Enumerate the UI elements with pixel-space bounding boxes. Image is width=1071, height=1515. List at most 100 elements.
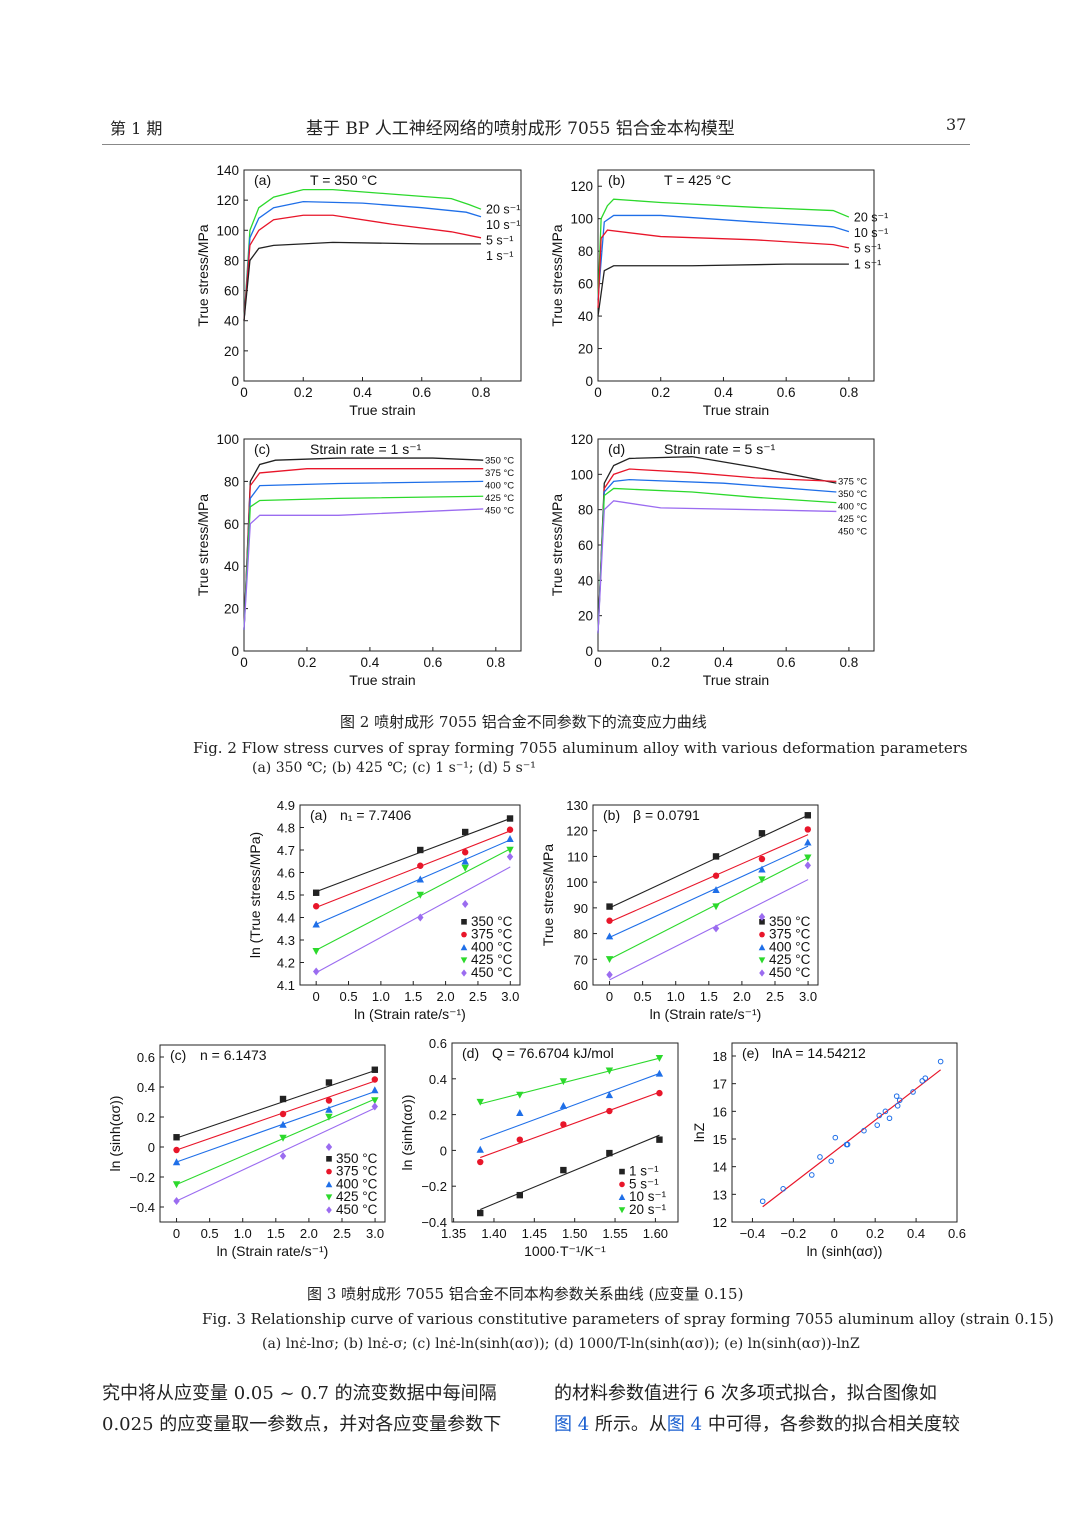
triangle-up-marker (516, 1109, 524, 1117)
circle-marker (173, 1146, 180, 1154)
square-marker (173, 1134, 180, 1141)
stress-curve (597, 456, 837, 634)
x-axis-label: ln (Strain rate/s⁻¹) (217, 1243, 329, 1259)
circle-marker (461, 849, 469, 856)
square-marker (606, 903, 613, 910)
panel-label: (c) (170, 1047, 186, 1063)
square-marker (279, 1095, 287, 1103)
circle-marker (371, 1076, 379, 1083)
data-point (896, 1097, 903, 1104)
curve-label: 5 s⁻¹ (486, 234, 513, 248)
legend-entry: 375 °C (769, 927, 811, 942)
square-marker (461, 828, 469, 836)
y-tick-label: 100 (570, 212, 593, 227)
y-axis-label: True stress/MPa (195, 224, 211, 326)
fig3-caption-cn: 图 3 喷射成形 7055 铝合金不同本构参数关系曲线 (应变量 0.15) (307, 1285, 744, 1303)
curve-label: 450 °C (485, 506, 514, 517)
circle-marker (279, 1110, 287, 1118)
stress-curve (597, 468, 837, 634)
x-tick-label: 0.4 (907, 1226, 925, 1241)
panel-title: Q = 76.6704 kJ/mol (492, 1045, 614, 1061)
triangle-down-marker (461, 864, 469, 872)
legend-entry: 450 °C (769, 965, 811, 980)
x-tick-label: 3.0 (799, 989, 817, 1004)
stress-curve (597, 478, 837, 634)
circle-marker (656, 1089, 663, 1097)
issue-number: 第 1 期 (110, 119, 163, 138)
y-tick-label: 60 (224, 517, 239, 532)
y-tick-label: 140 (216, 163, 239, 178)
square-marker (804, 812, 812, 819)
stress-curve (597, 263, 849, 317)
triangle-up-marker (476, 1145, 484, 1153)
data-point (893, 1093, 900, 1099)
y-tick-label: 80 (224, 474, 239, 489)
legend-entry: 400 °C (336, 1176, 378, 1191)
y-tick-label: 4.1 (277, 978, 295, 993)
fit-line (609, 834, 809, 923)
y-tick-label: 17 (713, 1077, 727, 1092)
data-point (828, 1158, 835, 1164)
legend-entry: 350 °C (769, 914, 811, 929)
y-tick-label: 120 (566, 824, 588, 839)
x-tick-label: 0 (594, 655, 602, 670)
circle-marker (758, 855, 766, 863)
panel-label: (d) (462, 1045, 479, 1061)
figure-4-link[interactable]: 图 4 (666, 1414, 703, 1435)
x-tick-label: 3.0 (501, 989, 519, 1004)
diamond-marker (506, 852, 514, 861)
y-tick-label: 80 (578, 503, 593, 518)
x-tick-label: 1.5 (700, 989, 718, 1004)
x-tick-label: 0.8 (486, 655, 505, 670)
data-point (910, 1089, 916, 1095)
y-tick-label: 0.4 (137, 1080, 155, 1095)
x-tick-label: 0.4 (714, 655, 733, 670)
panel-title: n₁ = 7.7406 (340, 807, 411, 823)
fit-line (609, 857, 809, 960)
panel-label: (a) (254, 172, 271, 188)
stress-curve (243, 188, 482, 321)
figure-4-link[interactable]: 图 4 (554, 1414, 590, 1435)
fit-line (480, 1134, 660, 1210)
data-point (919, 1078, 926, 1084)
circle-marker (506, 826, 514, 833)
square-marker (712, 853, 720, 860)
diamond-marker (326, 1206, 332, 1214)
triangle-up-marker (605, 932, 614, 940)
square-marker (417, 846, 424, 854)
panel-label: (a) (310, 807, 327, 823)
triangle-up-marker (758, 944, 766, 951)
x-tick-label: 2.0 (300, 1226, 318, 1241)
y-tick-label: 0 (148, 1140, 155, 1155)
fit-line (176, 1107, 376, 1202)
diamond-marker (759, 969, 765, 977)
x-tick-label: 1.5 (267, 1226, 285, 1241)
y-tick-label: 20 (224, 602, 239, 617)
circle-marker (312, 903, 320, 910)
y-tick-label: 0 (231, 644, 239, 659)
y-tick-label: 100 (216, 223, 239, 238)
x-tick-label: 0 (173, 1226, 180, 1241)
square-marker (325, 1079, 333, 1086)
x-tick-label: −0.2 (781, 1226, 807, 1241)
curve-label: 375 °C (485, 468, 514, 479)
fit-line (315, 866, 511, 974)
y-axis-label: ln (sinh(ασ)) (399, 1095, 415, 1171)
legend-entry: 350 °C (336, 1151, 378, 1166)
x-axis-label: ln (Strain rate/s⁻¹) (650, 1006, 762, 1022)
fig2-caption-en: Fig. 2 Flow stress curves of spray formi… (193, 739, 968, 757)
y-tick-label: 90 (574, 901, 588, 916)
y-tick-label: 4.8 (277, 821, 295, 836)
y-tick-label: 18 (713, 1049, 727, 1064)
x-tick-label: 0 (240, 655, 248, 670)
y-axis-label: ln (sinh(ασ)) (107, 1096, 123, 1172)
legend-entry: 375 °C (471, 927, 513, 942)
fit-line (315, 817, 511, 893)
plot-frame (243, 169, 522, 382)
x-tick-label: 1.55 (602, 1226, 627, 1241)
triangle-up-marker (312, 920, 320, 928)
x-tick-label: 0.2 (294, 385, 313, 400)
panel-title: Strain rate = 5 s⁻¹ (664, 441, 776, 457)
triangle-down-marker (712, 903, 720, 911)
curve-label: 425 °C (485, 493, 514, 504)
